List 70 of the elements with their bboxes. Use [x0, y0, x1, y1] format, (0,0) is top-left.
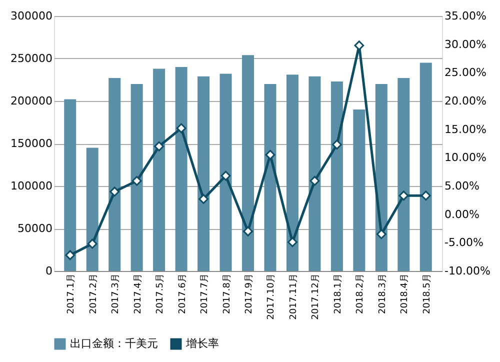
bar	[130, 84, 143, 271]
y2-tick-label: 5.00%	[444, 180, 480, 192]
point	[332, 140, 342, 150]
y2-tick-label: 35.00%	[444, 10, 486, 22]
x-tick-label: 2017.5月	[156, 274, 166, 314]
x-tick-label: 2017.7月	[200, 274, 210, 314]
bar	[153, 68, 166, 271]
bar	[330, 81, 343, 271]
point	[198, 194, 208, 204]
x-tick-label: 2017.2月	[88, 274, 99, 314]
bar	[86, 148, 98, 271]
point	[310, 176, 320, 186]
x-tick-label: 2018.4月	[400, 274, 410, 314]
y2-tick-label: 15.00%	[444, 122, 486, 136]
x-tick-label: 2017.8月	[222, 274, 232, 314]
point	[265, 150, 276, 160]
bar	[398, 78, 410, 271]
y2-tick-label: 0.00%	[444, 208, 480, 221]
point	[420, 190, 431, 201]
y-tick-label: 100000	[10, 180, 52, 192]
bar	[286, 74, 298, 271]
bar	[353, 110, 366, 271]
point	[243, 226, 253, 236]
point	[110, 186, 120, 197]
y2-tick-label: -5.00%	[444, 236, 484, 250]
y2-tick-label: -10.00%	[444, 264, 490, 278]
y-tick-label: 200000	[10, 94, 52, 108]
x-tick-label: 2018.2月	[356, 274, 366, 314]
y-tick-label: 300000	[10, 10, 52, 22]
y-tick-label: 150000	[10, 137, 52, 150]
y-tick-label: 50000	[18, 222, 52, 235]
x-tick-label: 2017.6月	[178, 274, 188, 314]
bar	[108, 78, 121, 271]
x-tick-label: 2017.10月	[266, 274, 277, 320]
point	[87, 238, 98, 249]
y2-tick-label: 20.00%	[444, 94, 486, 108]
point	[354, 40, 364, 50]
y2-tick-label: 10.00%	[444, 151, 486, 164]
point	[176, 123, 186, 134]
x-tick-label: 2017.11月	[288, 274, 299, 320]
bar	[220, 74, 232, 271]
bar	[375, 84, 388, 271]
bar	[175, 67, 188, 271]
bar	[308, 76, 321, 271]
point	[376, 229, 386, 240]
y-tick-label: 250000	[10, 52, 52, 65]
legend-label: 增长率	[185, 337, 219, 350]
point	[220, 170, 231, 181]
point	[65, 250, 76, 260]
x-tick-label: 2017.9月	[244, 274, 254, 314]
x-tick-label: 2017.4月	[133, 274, 144, 314]
bar	[264, 84, 276, 271]
x-tick-label: 2018.5月	[422, 274, 432, 314]
point	[154, 141, 164, 152]
x-tick-label: 2018.1月	[333, 274, 344, 314]
y2-tick-label: 30.00%	[444, 38, 486, 51]
bar	[420, 62, 432, 271]
point	[132, 176, 142, 186]
bar	[64, 99, 76, 271]
x-tick-label: 2017.1月	[66, 274, 77, 314]
point	[398, 190, 409, 201]
bar	[242, 55, 254, 271]
bar	[198, 76, 210, 271]
x-tick-label: 2017.3月	[111, 274, 122, 314]
y-tick-label: 0	[46, 264, 52, 278]
x-tick-label: 2017.12月	[311, 274, 322, 320]
point	[288, 237, 298, 248]
x-tick-label: 2018.3月	[378, 274, 388, 314]
y2-tick-label: 25.00%	[444, 66, 486, 80]
legend-label: 出口金额：千美元	[70, 337, 158, 350]
